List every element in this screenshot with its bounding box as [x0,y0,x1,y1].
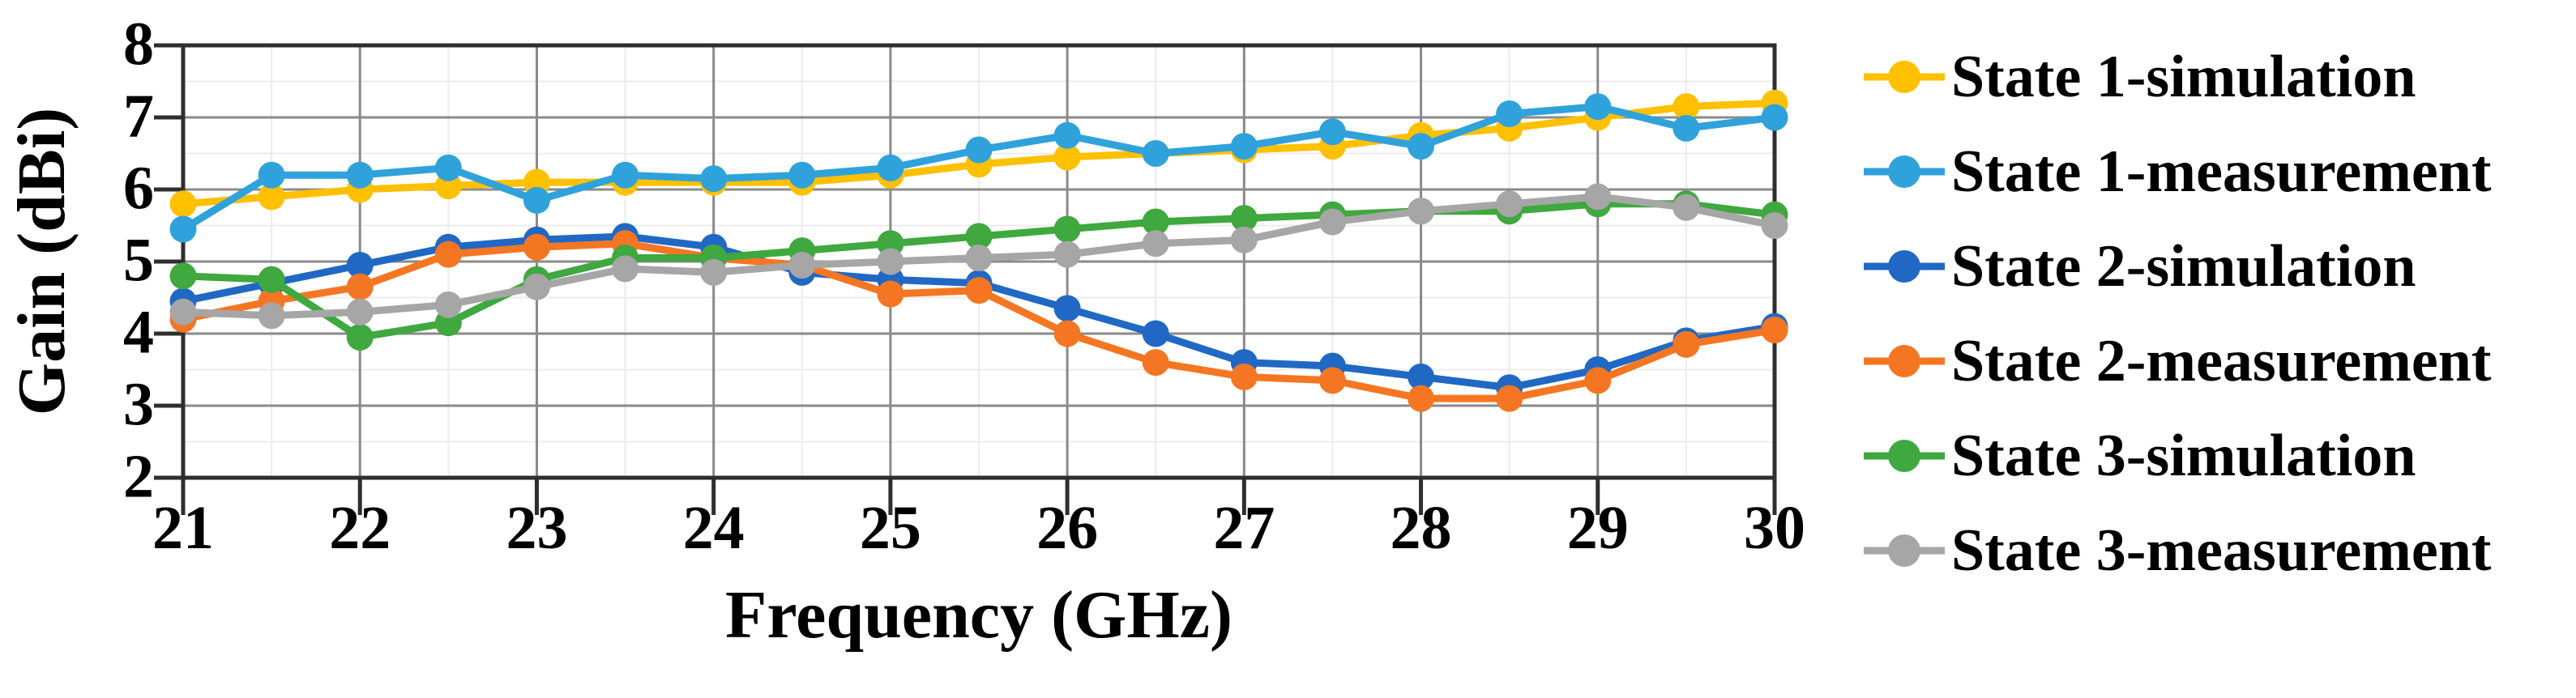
data-point-marker-state-1-measurement [1761,104,1788,131]
data-point-marker-state-2-simulation [1142,320,1169,347]
data-point-marker-state-2-measurement [877,280,904,308]
data-point-marker-state-1-measurement [1053,121,1081,149]
y-tick-label: 8 [123,10,154,79]
data-point-marker-state-2-measurement [1584,367,1612,394]
data-point-marker-state-3-measurement [877,248,904,275]
data-point-marker-state-3-simulation [965,223,993,250]
data-point-marker-state-2-measurement [1408,385,1435,412]
data-point-marker-state-3-simulation [169,262,197,290]
x-tick-label: 25 [859,494,921,562]
data-point-marker-state-2-measurement [1672,330,1700,358]
data-point-marker-state-1-measurement [346,161,374,189]
data-point-marker-state-1-simulation [1053,143,1081,171]
data-point-marker-state-1-measurement [877,154,904,181]
data-point-marker-state-2-measurement [1318,367,1346,394]
data-point-marker-state-1-measurement [258,161,285,189]
data-point-marker-state-1-measurement [434,154,462,181]
x-tick-label: 22 [329,494,391,562]
data-point-marker-state-2-measurement [1496,385,1523,412]
data-point-marker-state-2-simulation [1408,363,1435,390]
y-tick-label: 6 [123,154,154,223]
data-point-marker-state-3-measurement [1761,212,1788,239]
data-point-marker-state-1-measurement [788,161,816,189]
x-tick-label: 24 [682,494,745,562]
x-tick-label: 26 [1036,494,1099,562]
data-point-marker-state-3-simulation [346,323,374,351]
data-point-marker-state-2-simulation [1053,295,1081,322]
data-point-marker-state-3-simulation [258,266,285,293]
data-point-marker-state-3-measurement [169,298,197,326]
data-point-marker-state-1-measurement [612,161,639,189]
data-point-marker-state-2-measurement [1761,317,1788,344]
x-axis-title: Frequency (GHz) [725,577,1232,653]
data-point-marker-state-3-measurement [1584,183,1612,211]
data-point-marker-state-3-measurement [788,251,816,279]
data-point-marker-state-3-measurement [434,291,462,318]
data-point-marker-state-1-simulation [1672,93,1700,121]
y-tick-label: 2 [123,442,154,511]
data-point-marker-state-3-measurement [612,255,639,283]
data-point-marker-state-3-measurement [1053,240,1081,268]
data-point-marker-state-1-measurement [965,136,993,164]
y-tick-label: 7 [123,82,154,151]
data-point-marker-state-1-measurement [1672,114,1700,142]
data-point-marker-state-2-measurement [1230,363,1258,390]
data-point-marker-state-3-measurement [1318,208,1346,236]
data-point-marker-state-3-measurement [1230,226,1258,253]
x-tick-label: 28 [1390,494,1452,562]
data-point-marker-state-1-measurement [1408,133,1435,160]
data-point-marker-state-3-measurement [1142,230,1169,257]
y-tick-label: 4 [123,298,154,367]
data-point-marker-state-1-measurement [169,215,197,243]
data-point-marker-state-3-measurement [258,302,285,330]
data-point-marker-state-1-measurement [1230,133,1258,160]
data-point-marker-state-3-measurement [1408,198,1435,225]
data-point-marker-state-2-measurement [346,273,374,300]
data-point-marker-state-1-measurement [1496,100,1523,128]
data-point-marker-state-1-simulation [169,190,197,218]
y-tick-label: 5 [123,226,154,295]
data-point-marker-state-3-measurement [1672,194,1700,221]
data-point-marker-state-3-measurement [1496,190,1523,218]
y-tick-label: 3 [123,370,154,439]
data-point-marker-state-1-measurement [1584,93,1612,121]
data-point-marker-state-1-measurement [700,165,728,193]
data-point-marker-state-1-measurement [523,186,550,214]
data-point-marker-state-3-measurement [346,298,374,326]
data-point-marker-state-1-measurement [1318,118,1346,146]
data-point-marker-state-2-simulation [346,251,374,279]
data-point-marker-state-3-simulation [1053,215,1081,243]
data-point-marker-state-2-measurement [1142,349,1169,377]
data-point-marker-state-1-measurement [1142,140,1169,167]
y-axis-title: Gain (dBi) [4,107,79,416]
data-point-marker-state-3-measurement [700,258,728,286]
data-point-marker-state-3-simulation [1230,205,1258,232]
x-tick-label: 23 [506,494,568,562]
data-point-marker-state-1-simulation [258,183,285,211]
data-point-marker-state-3-measurement [965,245,993,272]
data-point-marker-state-2-measurement [523,233,550,261]
x-tick-label: 30 [1744,494,1805,562]
data-point-marker-state-2-measurement [1053,320,1081,347]
x-tick-label: 27 [1213,494,1275,562]
data-point-marker-state-2-measurement [434,240,462,268]
data-point-marker-state-3-simulation [1142,208,1169,236]
x-tick-label: 29 [1566,494,1629,562]
x-tick-label: 21 [152,494,214,562]
data-point-marker-state-3-measurement [523,273,550,300]
data-point-marker-state-2-measurement [965,277,993,304]
